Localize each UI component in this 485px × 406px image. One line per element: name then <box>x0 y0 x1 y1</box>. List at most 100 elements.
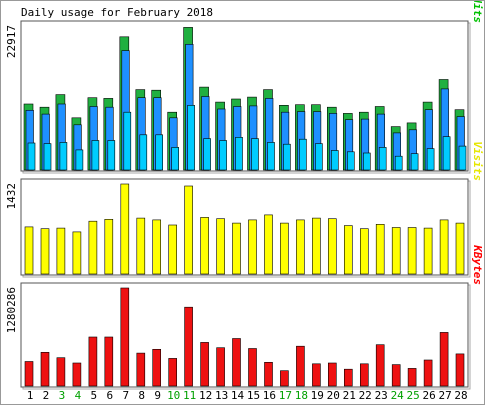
bar-visits-visits-day-22 <box>359 228 369 275</box>
bar-kbytes-kbytes-day-28 <box>455 353 465 387</box>
bar-visits-visits-day-14 <box>232 222 241 275</box>
panel-kbytes-frame <box>20 282 469 388</box>
bar-kbytes-kbytes-day-2 <box>40 351 50 387</box>
bar-hits-pages-day-25 <box>410 153 419 171</box>
bar-visits-visits-day-17 <box>280 222 289 275</box>
day-label-6: 6 <box>106 389 113 402</box>
bar-hits-pages-day-3 <box>59 142 68 171</box>
legend-hits-4: Hits <box>471 1 484 23</box>
panel-kbytes-max-label: 1280286 <box>5 287 18 333</box>
bar-visits-visits-day-7 <box>120 183 130 275</box>
bar-kbytes-kbytes-day-13 <box>216 347 225 387</box>
bar-kbytes-kbytes-day-25 <box>407 368 417 387</box>
bar-kbytes-kbytes-day-1 <box>24 361 34 387</box>
bar-visits-visits-day-9 <box>152 219 161 275</box>
bar-kbytes-kbytes-day-7 <box>120 287 130 387</box>
chart-panels: 22917 Pages/Files/Hits 1432 Visits 1280286 KB… <box>5 1 484 390</box>
bar-hits-pages-day-4 <box>75 149 84 171</box>
bar-visits-visits-day-2 <box>40 228 50 275</box>
day-label-12: 12 <box>199 389 212 402</box>
bar-visits-visits-day-25 <box>407 227 417 275</box>
bar-hits-pages-day-13 <box>219 140 227 171</box>
bar-hits-pages-day-2 <box>43 143 52 171</box>
bar-kbytes-kbytes-day-9 <box>152 348 161 387</box>
bar-hits-pages-day-9 <box>155 134 163 171</box>
day-label-18: 18 <box>295 389 308 402</box>
day-label-25: 25 <box>406 389 419 402</box>
bar-visits-visits-day-15 <box>248 219 257 275</box>
bar-visits-visits-day-23 <box>375 224 385 275</box>
day-label-24: 24 <box>391 389 405 402</box>
bar-hits-pages-day-28 <box>458 145 467 171</box>
bar-kbytes-kbytes-day-27 <box>439 332 449 387</box>
bar-hits-pages-day-15 <box>251 138 259 171</box>
panel-hits-max-label: 22917 <box>5 25 18 58</box>
bar-kbytes-kbytes-day-8 <box>136 352 146 387</box>
day-label-19: 19 <box>311 389 324 402</box>
bar-visits-visits-day-18 <box>296 219 305 275</box>
bar-hits-pages-day-17 <box>283 143 291 171</box>
bar-hits-pages-day-7 <box>123 111 132 171</box>
bar-kbytes-kbytes-day-16 <box>264 361 273 387</box>
day-label-1: 1 <box>27 389 34 402</box>
bar-visits-visits-day-13 <box>216 218 225 275</box>
day-label-14: 14 <box>231 389 245 402</box>
legend-kbytes-0: KBytes <box>471 244 484 285</box>
day-label-4: 4 <box>75 389 82 402</box>
bar-hits-pages-day-10 <box>171 147 179 171</box>
bar-hits-pages-day-21 <box>346 151 355 171</box>
chart-title: Daily usage for February 2018 <box>21 6 213 19</box>
bar-hits-pages-day-16 <box>267 142 275 171</box>
day-label-20: 20 <box>327 389 340 402</box>
day-label-22: 22 <box>359 389 372 402</box>
bar-kbytes-kbytes-day-24 <box>391 364 401 387</box>
day-label-10: 10 <box>167 389 180 402</box>
day-label-27: 27 <box>438 389 451 402</box>
day-label-2: 2 <box>43 389 50 402</box>
bar-kbytes-kbytes-day-12 <box>200 342 209 387</box>
bar-visits-visits-day-1 <box>24 226 34 275</box>
bar-hits-pages-day-18 <box>299 138 307 171</box>
bar-hits-pages-day-23 <box>378 147 387 171</box>
bar-kbytes-kbytes-day-5 <box>88 336 98 387</box>
bar-visits-visits-day-16 <box>264 214 273 275</box>
bar-visits-visits-day-21 <box>343 225 353 275</box>
bar-visits-visits-day-3 <box>56 227 66 275</box>
bar-hits-pages-day-6 <box>107 140 116 171</box>
bar-kbytes-kbytes-day-20 <box>327 362 337 387</box>
day-label-3: 3 <box>59 389 66 402</box>
bar-hits-pages-day-8 <box>139 134 148 171</box>
bar-kbytes-kbytes-day-14 <box>232 338 241 387</box>
bar-kbytes-kbytes-day-17 <box>280 370 289 387</box>
bar-kbytes-kbytes-day-26 <box>423 359 433 387</box>
bar-visits-visits-day-26 <box>423 227 433 275</box>
day-label-11: 11 <box>183 389 196 402</box>
bar-kbytes-kbytes-day-19 <box>312 363 321 387</box>
panel-kbytes: 1280286 KBytes <box>5 244 484 390</box>
day-label-13: 13 <box>215 389 228 402</box>
bar-visits-visits-day-28 <box>455 222 465 275</box>
bar-kbytes-kbytes-day-21 <box>343 368 353 387</box>
panel-visits: 1432 Visits <box>5 141 484 278</box>
bar-kbytes-kbytes-day-15 <box>248 348 257 387</box>
bar-visits-visits-day-11 <box>184 185 193 275</box>
bar-visits-visits-day-5 <box>88 220 98 275</box>
bar-kbytes-kbytes-day-10 <box>168 358 177 387</box>
bar-visits-visits-day-10 <box>168 224 177 275</box>
day-label-5: 5 <box>90 389 97 402</box>
bar-visits-visits-day-24 <box>391 227 401 275</box>
bar-visits-visits-day-6 <box>104 219 114 275</box>
bar-hits-pages-day-12 <box>203 138 211 171</box>
bar-visits-visits-day-19 <box>312 217 321 275</box>
bar-kbytes-kbytes-day-3 <box>56 357 66 387</box>
bar-visits-visits-day-20 <box>327 218 337 275</box>
bar-kbytes-kbytes-day-18 <box>296 345 305 387</box>
day-label-7: 7 <box>122 389 129 402</box>
bar-kbytes-kbytes-day-6 <box>104 336 114 387</box>
bar-visits-visits-day-8 <box>136 217 146 275</box>
bar-kbytes-kbytes-day-4 <box>72 362 82 387</box>
legend-visits-0: Visits <box>471 141 484 181</box>
bar-hits-pages-day-11 <box>187 105 195 171</box>
panel-hits-legend: Pages/Files/Hits <box>471 1 484 23</box>
